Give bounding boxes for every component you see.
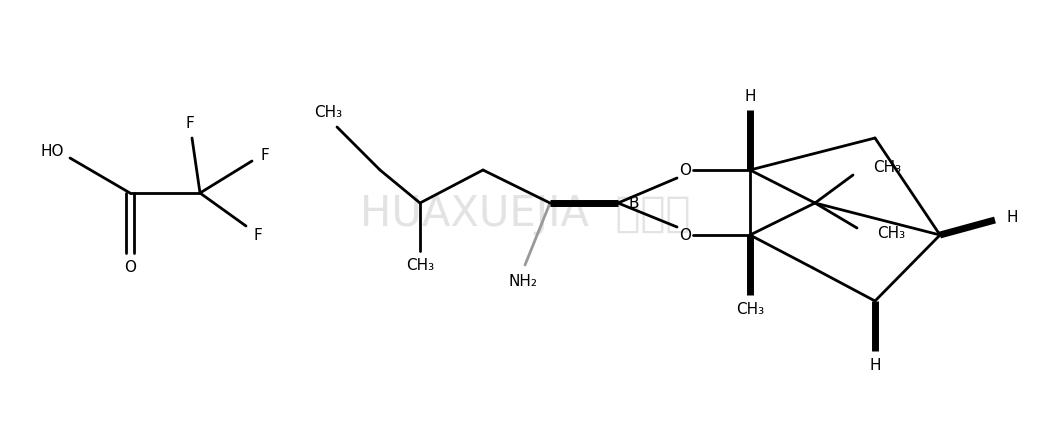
Text: H: H [869,357,881,372]
Text: B: B [628,196,638,211]
Text: O: O [679,228,691,243]
Text: CH₃: CH₃ [406,258,434,273]
Text: H: H [1006,209,1017,225]
Text: O: O [679,163,691,178]
Text: O: O [124,261,136,276]
Text: NH₂: NH₂ [508,273,538,288]
Text: CH₃: CH₃ [736,301,764,316]
Text: HO: HO [40,143,64,158]
Text: HUAXUEJIA  化学加: HUAXUEJIA 化学加 [360,193,690,235]
Text: CH₃: CH₃ [314,104,342,119]
Text: F: F [260,148,270,163]
Text: F: F [186,116,194,131]
Text: H: H [744,89,756,104]
Text: F: F [254,228,262,243]
Text: CH₃: CH₃ [877,226,905,241]
Text: CH₃: CH₃ [873,160,901,175]
